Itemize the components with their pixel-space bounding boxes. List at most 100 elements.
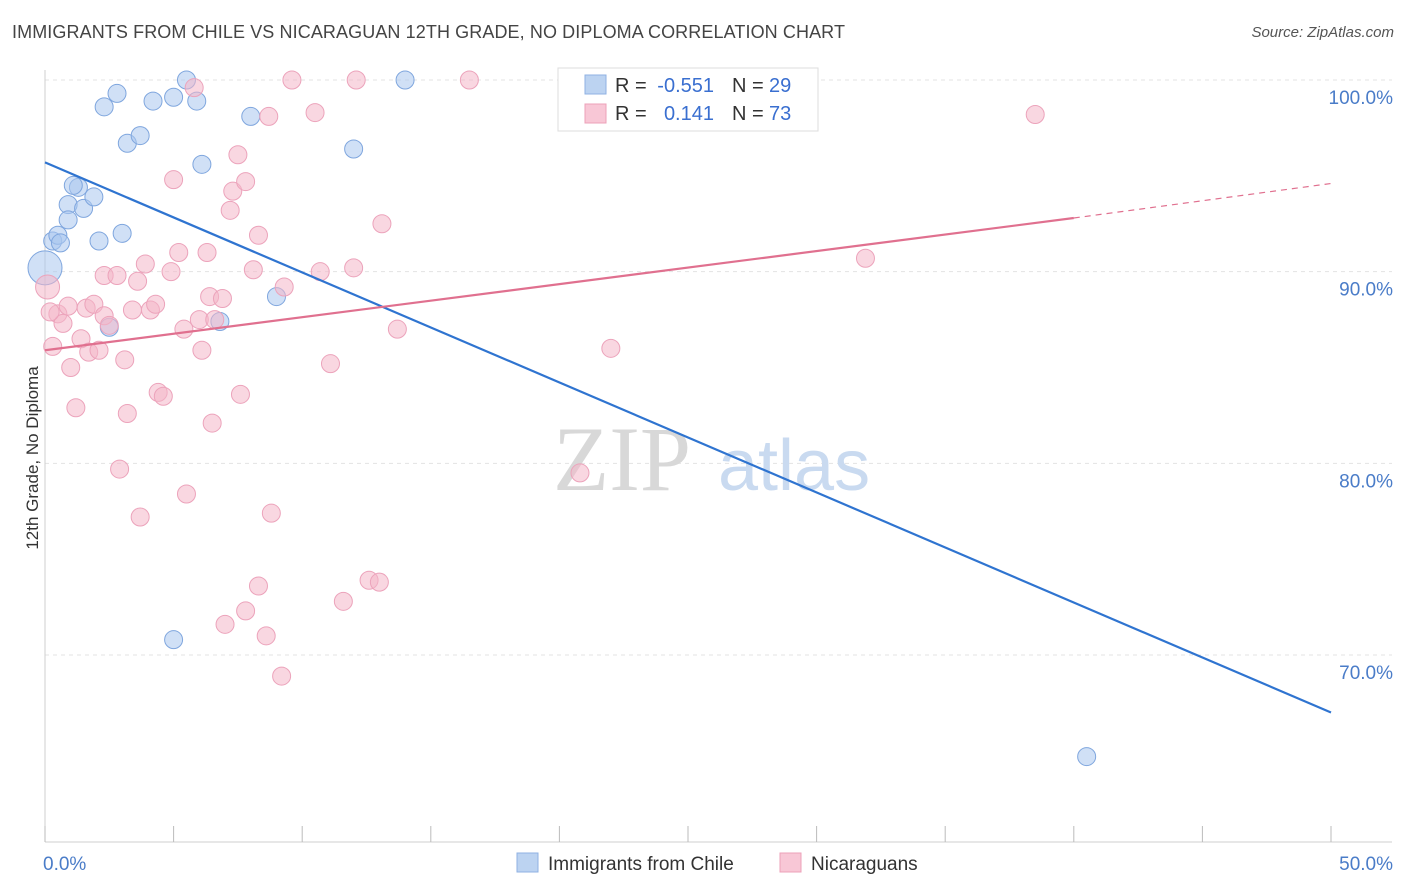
nicaraguan-point-70	[855, 248, 875, 268]
y-tick-label-0: 100.0%	[1329, 88, 1394, 109]
nicaraguan-point-28	[164, 170, 184, 190]
nicaraguan-point-35	[197, 243, 217, 262]
nicaraguan-point-19	[122, 300, 142, 320]
nicaraguan-point-38	[202, 413, 222, 433]
nicaraguan-point-20	[128, 271, 148, 291]
nicaraguan-point-71	[1025, 105, 1045, 124]
stats-pink-swatch	[584, 103, 607, 124]
stats-pink-r-value: 0.141	[664, 103, 714, 125]
legend-blue-label: Immigrants from Chile	[548, 854, 734, 875]
nicaraguan-point-58	[320, 354, 340, 374]
nicaraguan-point-6	[66, 398, 86, 418]
nicaraguan-point-3	[53, 313, 73, 333]
chile-point-10	[107, 83, 127, 103]
chile-point-7	[84, 187, 104, 207]
gridlines	[45, 79, 1392, 656]
nicaraguan-point-55	[282, 70, 302, 90]
legend-blue-swatch	[516, 852, 539, 873]
nicaraguan-point-37	[205, 310, 225, 330]
stats-pink-r-label: R =	[615, 103, 647, 125]
nicaraguan-point-22	[135, 254, 155, 274]
nicaraguan-point-34	[192, 340, 212, 360]
chile-point-19	[192, 154, 212, 174]
nicaraguan-point-67	[570, 463, 590, 483]
nicaraguan-point-18	[117, 404, 137, 423]
chile-point-13	[130, 126, 150, 146]
nicaraguan-point-11	[89, 340, 109, 360]
stats-blue-r-value: -0.551	[657, 75, 714, 97]
nicaraguan-point-21	[130, 507, 150, 527]
y-tick-label-2: 80.0%	[1339, 471, 1393, 492]
stats-box: R = -0.551 N = 29 R = 0.141 N = 73	[557, 67, 819, 132]
nicaraguan-point-29	[169, 243, 189, 262]
nicaraguan-point-43	[228, 145, 248, 165]
nicaraguan-point-32	[184, 78, 204, 98]
y-tick-labels: 100.0% 90.0% 80.0% 70.0%	[1329, 88, 1394, 684]
stats-blue-swatch	[584, 74, 607, 95]
nicaraguan-point-30	[174, 319, 194, 339]
stats-pink-n-value: 73	[769, 103, 791, 125]
y-tick-label-3: 70.0%	[1339, 663, 1393, 684]
y-tick-label-1: 90.0%	[1339, 280, 1393, 301]
nicaraguan-point-39	[212, 289, 232, 308]
nicaraguan-point-48	[248, 576, 268, 596]
nicaraguan-point-4	[58, 296, 78, 316]
chile-point-11	[112, 223, 132, 243]
nicaraguan-point-0	[35, 274, 61, 300]
nicaraguan-point-65	[387, 319, 407, 339]
nicaraguan-trend-extension	[1073, 182, 1332, 219]
chile-point-23	[344, 139, 364, 159]
legend-pink-swatch	[779, 852, 802, 873]
chile-point-8	[89, 231, 109, 251]
x-tick-labels: 0.0% 50.0%	[43, 854, 1393, 875]
nicaraguan-point-60	[344, 258, 364, 278]
data-points	[27, 70, 1097, 767]
x-tick-label-0: 0.0%	[43, 854, 86, 875]
axes	[44, 70, 1392, 843]
nicaraguan-point-24	[146, 294, 166, 314]
trend-lines	[44, 161, 1332, 714]
watermark-zip: ZIP	[553, 408, 691, 510]
nicaraguan-point-42	[223, 181, 243, 201]
chile-point-21	[241, 106, 261, 126]
nicaraguan-point-54	[274, 277, 294, 297]
nicaraguan-point-63	[369, 572, 389, 592]
x-tick-label-1: 50.0%	[1339, 854, 1393, 875]
watermark-atlas: atlas	[718, 426, 870, 506]
stats-blue-r-label: R =	[615, 75, 647, 97]
chile-point-14	[143, 91, 163, 111]
nicaraguan-point-49	[248, 225, 268, 245]
legend: Immigrants from Chile Nicaraguans	[516, 852, 918, 875]
nicaraguan-point-64	[372, 214, 392, 234]
nicaraguan-point-17	[115, 350, 135, 370]
nicaraguan-point-53	[272, 666, 292, 686]
nicaraguan-point-50	[256, 626, 276, 646]
nicaraguan-point-61	[346, 70, 366, 90]
nicaraguan-point-40	[215, 614, 235, 634]
stats-blue-n-label: N =	[732, 75, 764, 97]
nicaraguan-point-44	[230, 384, 250, 404]
nicaraguan-trend-line	[44, 216, 1074, 352]
nicaraguan-point-14	[99, 315, 119, 335]
stats-blue-n-value: 29	[769, 75, 791, 97]
chile-point-9	[94, 97, 114, 117]
chile-point-15	[164, 630, 184, 650]
nicaraguan-point-72	[40, 302, 60, 322]
nicaraguan-point-56	[305, 103, 325, 123]
nicaraguan-point-26	[153, 386, 173, 406]
chile-point-27	[50, 233, 70, 253]
source-label: Source: ZipAtlas.com	[1251, 24, 1394, 41]
stats-pink-n-label: N =	[732, 103, 764, 125]
y-axis-label: 12th Grade, No Diploma	[23, 366, 42, 550]
nicaraguan-point-41	[220, 200, 240, 220]
nicaraguan-point-46	[236, 601, 256, 621]
nicaraguan-point-68	[601, 338, 621, 358]
chile-trend-line	[44, 161, 1332, 714]
nicaraguan-point-59	[333, 591, 353, 611]
chile-point-26	[63, 175, 83, 195]
chile-point-24	[395, 70, 415, 90]
chile-point-4	[58, 210, 78, 230]
nicaraguan-point-1	[43, 336, 63, 356]
nicaraguan-point-5	[61, 358, 81, 377]
chile-point-16	[164, 87, 184, 107]
